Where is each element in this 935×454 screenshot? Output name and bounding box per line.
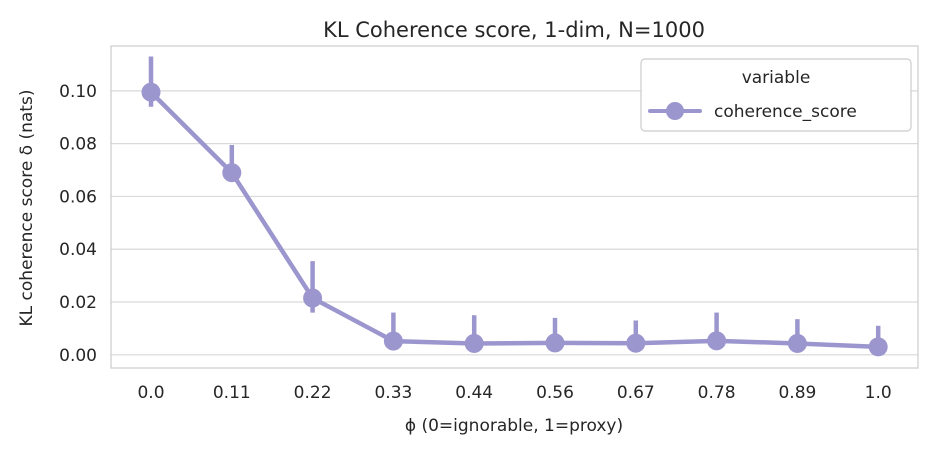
x-tick-label: 0.22	[294, 383, 332, 403]
data-point	[626, 333, 646, 353]
x-ticks: 0.0 0.11 0.22 0.33 0.44 0.56 0.67 0.78 0.89 1.0	[137, 383, 891, 403]
x-tick-label: 0.44	[455, 383, 493, 403]
data-point	[868, 337, 888, 357]
chart-title: KL Coherence score, 1-dim, N=1000	[323, 18, 705, 42]
x-tick-label: 0.89	[778, 383, 816, 403]
y-tick-label: 0.10	[59, 82, 97, 102]
x-tick-label: 0.67	[617, 383, 655, 403]
y-tick-label: 0.00	[59, 346, 97, 366]
series-group	[141, 56, 888, 357]
legend-box	[640, 58, 912, 132]
y-tick-label: 0.02	[59, 293, 97, 313]
x-tick-label: 0.0	[137, 383, 164, 403]
x-tick-label: 0.11	[213, 383, 251, 403]
x-tick-label: 0.78	[698, 383, 736, 403]
y-ticks: 0.00 0.02 0.04 0.06 0.08 0.10	[59, 82, 97, 366]
data-point	[383, 331, 403, 351]
plot-area-frame	[110, 45, 919, 369]
series-line	[149, 90, 879, 350]
data-point	[141, 82, 161, 102]
legend-entry-label: coherence_score	[714, 102, 857, 122]
data-point	[545, 333, 565, 353]
data-point	[787, 333, 807, 353]
x-axis-label: ϕ (0=ignorable, 1=proxy)	[405, 416, 623, 436]
legend: variable coherence_score	[640, 58, 912, 132]
y-tick-label: 0.04	[59, 240, 97, 260]
x-tick-label: 1.0	[865, 383, 892, 403]
data-point	[464, 333, 484, 353]
data-point	[222, 163, 242, 183]
y-tick-label: 0.06	[59, 187, 97, 207]
x-tick-label: 0.33	[374, 383, 412, 403]
legend-title: variable	[742, 68, 811, 88]
legend-swatch-marker	[666, 102, 684, 120]
y-axis-label: KL coherence score δ (nats)	[17, 90, 37, 327]
x-tick-label: 0.56	[536, 383, 574, 403]
data-point	[707, 331, 727, 351]
data-point	[303, 288, 323, 308]
y-tick-label: 0.08	[59, 135, 97, 155]
